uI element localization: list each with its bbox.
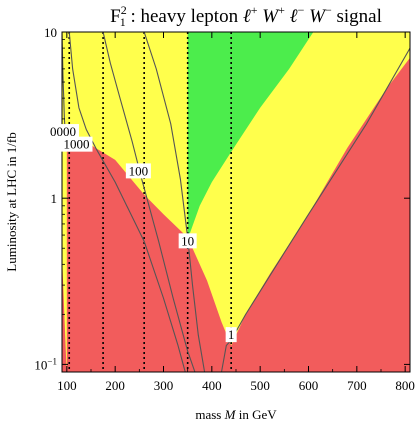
contour-label-text: 10 xyxy=(181,233,194,248)
contour-label-1000: 1000 xyxy=(60,136,93,152)
contour-label-10: 10 xyxy=(178,233,197,249)
x-tick-label: 300 xyxy=(154,378,174,393)
x-axis-title-part: mass xyxy=(195,407,224,422)
x-axis-title-part: M xyxy=(224,407,237,422)
y-axis-title: Luminosity at LHC in 1/fb xyxy=(4,132,19,271)
contour-line-1 xyxy=(220,47,410,372)
contour-label-box xyxy=(46,124,79,140)
contour-label-text: 100 xyxy=(129,163,149,178)
x-tick-label: 500 xyxy=(250,378,270,393)
x-tick-label: 100 xyxy=(57,378,77,393)
contour-label-text: 1000 xyxy=(64,137,90,152)
plot-area xyxy=(62,32,410,372)
chart-title-part: ℓ xyxy=(243,6,251,27)
contour-line-1000 xyxy=(68,32,186,372)
contour-label-box xyxy=(225,327,237,343)
y-tick-label: 1 xyxy=(51,191,58,206)
chart-title-part: − xyxy=(298,3,305,17)
chart-title-part: : heavy lepton xyxy=(126,6,243,27)
green-region xyxy=(187,32,314,236)
red-region xyxy=(62,57,410,372)
contour-line-10 xyxy=(143,32,206,372)
chart-title-part: 1 xyxy=(120,15,126,29)
chart-title-part: W xyxy=(258,6,281,27)
x-tick-label: 800 xyxy=(395,378,415,393)
contour-label-10000: 0000 xyxy=(46,124,79,140)
contour-label-text: 1 xyxy=(228,327,235,342)
x-axis-title: mass M in GeV xyxy=(195,407,277,422)
x-tick-label: 700 xyxy=(347,378,367,393)
x-axis: 100 200 300 400 500 600 700 800 xyxy=(57,32,415,393)
contour-label-100: 100 xyxy=(125,163,151,179)
y-tick-label: 10−1 xyxy=(34,356,57,372)
contour-label-box xyxy=(125,163,151,179)
contour-label-box xyxy=(60,136,93,152)
contour-label-box xyxy=(178,233,197,249)
y-tick-label: 10 xyxy=(44,25,57,40)
x-tick-label: 400 xyxy=(202,378,222,393)
x-axis-title-part: in GeV xyxy=(235,407,277,422)
chart-title-part: F xyxy=(110,6,121,27)
chart-title-text: F2 1 : heavy lepton ℓ+ W+ ℓ− W− signal xyxy=(110,3,382,29)
chart-title: F2 1 : heavy lepton ℓ+ W+ ℓ− W− signal xyxy=(110,3,382,29)
chart-title-part: W xyxy=(304,6,327,27)
chart-title-part: signal xyxy=(332,6,382,27)
chart-title-part: ℓ xyxy=(285,6,298,27)
chart-title-part: + xyxy=(251,3,258,17)
chart-title-part: − xyxy=(325,3,332,17)
y-tick-base: 10 xyxy=(34,357,47,372)
x-tick-label: 200 xyxy=(105,378,125,393)
chart-title-part: 2 xyxy=(121,3,127,17)
contour-line-100 xyxy=(102,32,196,372)
x-tick-label: 600 xyxy=(299,378,319,393)
contour-label-1: 1 xyxy=(225,327,237,343)
y-tick-exponent: −1 xyxy=(47,356,57,366)
chart-title-part: + xyxy=(278,3,285,17)
contour-label-text: 0000 xyxy=(50,124,76,139)
